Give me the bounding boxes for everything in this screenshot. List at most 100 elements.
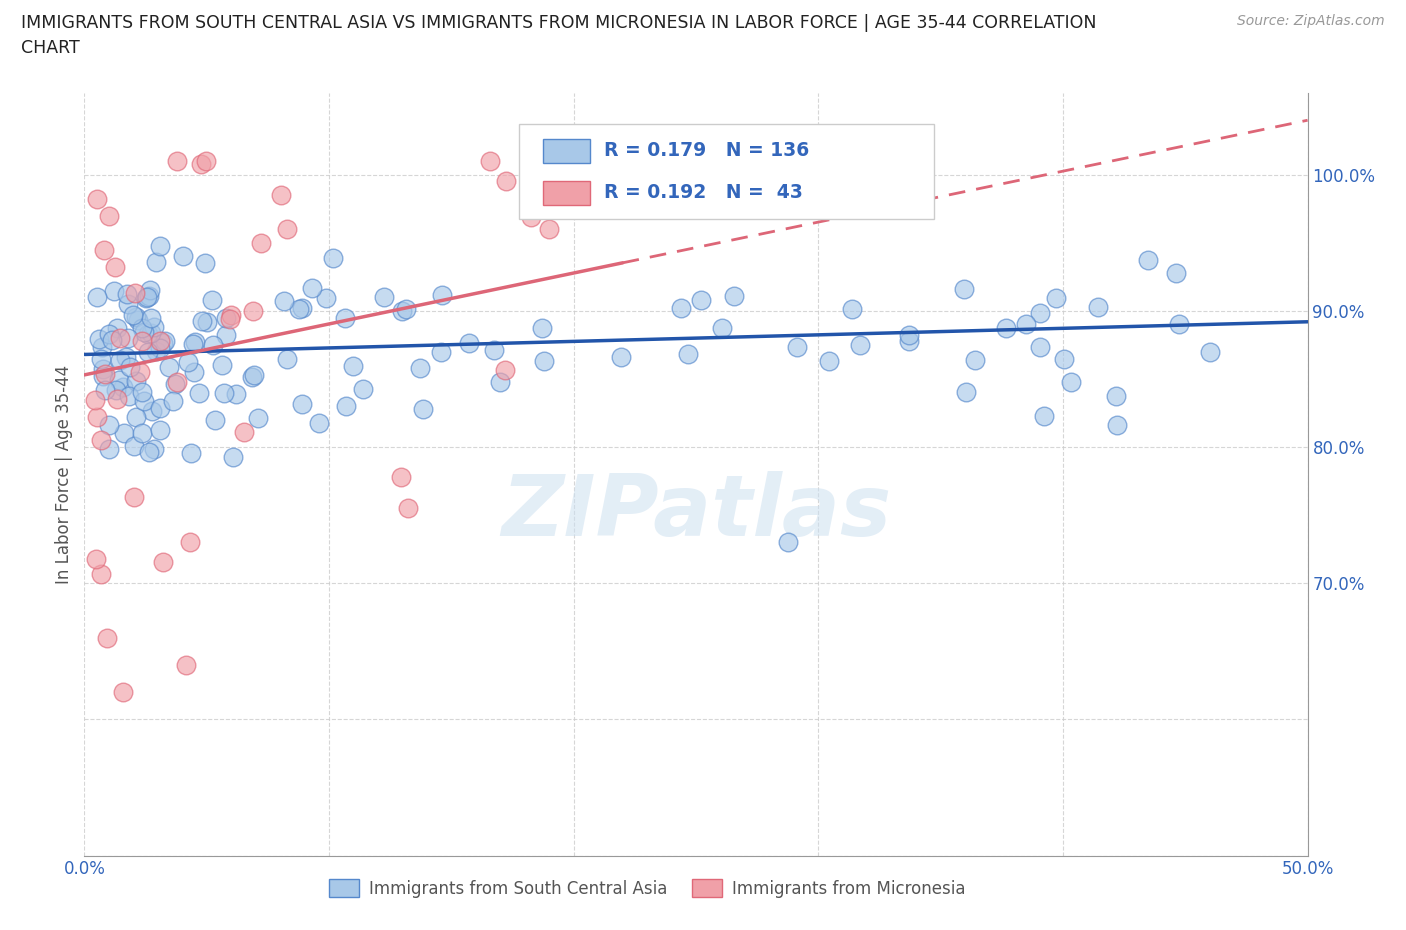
Point: [90, 433, 112, 448]
Point: [86, 289, 108, 304]
Point: [690, 292, 713, 307]
Point: [1032, 408, 1054, 423]
Point: [177, 354, 200, 369]
Point: [118, 389, 141, 404]
Point: [520, 209, 543, 224]
Point: [108, 352, 131, 367]
Point: [149, 422, 172, 437]
Point: [125, 310, 148, 325]
Point: [963, 352, 986, 367]
Point: [131, 384, 153, 399]
Point: [495, 173, 517, 188]
Point: [335, 399, 357, 414]
Point: [93, 243, 115, 258]
Point: [180, 445, 202, 460]
Text: R = 0.179   N = 136: R = 0.179 N = 136: [605, 141, 810, 161]
Point: [149, 340, 172, 355]
Point: [143, 320, 166, 335]
Point: [195, 314, 218, 329]
Point: [90, 566, 112, 581]
Point: [482, 342, 505, 357]
Point: [288, 302, 311, 317]
Point: [409, 361, 432, 376]
Point: [841, 302, 863, 317]
Point: [222, 449, 245, 464]
Point: [166, 153, 188, 168]
Point: [1052, 352, 1074, 366]
Text: IMMIGRANTS FROM SOUTH CENTRAL ASIA VS IMMIGRANTS FROM MICRONESIA IN LABOR FORCE : IMMIGRANTS FROM SOUTH CENTRAL ASIA VS IM…: [21, 14, 1097, 32]
Point: [124, 286, 146, 300]
Point: [152, 554, 174, 569]
Point: [121, 308, 143, 323]
Point: [457, 336, 479, 351]
Point: [115, 287, 138, 302]
Point: [145, 255, 167, 270]
Point: [86, 409, 108, 424]
Point: [152, 336, 174, 351]
Point: [1167, 316, 1189, 331]
Point: [315, 291, 337, 306]
Point: [90, 352, 112, 366]
Point: [153, 334, 176, 349]
Point: [141, 311, 163, 325]
Point: [149, 401, 172, 416]
Point: [1105, 418, 1128, 432]
Point: [723, 289, 745, 304]
Point: [125, 373, 148, 388]
Point: [396, 501, 419, 516]
Point: [165, 377, 187, 392]
Y-axis label: In Labor Force | Age 35-44: In Labor Force | Age 35-44: [55, 365, 73, 584]
Point: [103, 284, 125, 299]
Point: [136, 345, 159, 360]
Point: [389, 470, 412, 485]
Point: [430, 344, 453, 359]
FancyBboxPatch shape: [543, 180, 589, 206]
Text: Source: ZipAtlas.com: Source: ZipAtlas.com: [1237, 14, 1385, 28]
Point: [136, 289, 159, 304]
Point: [710, 321, 733, 336]
Point: [676, 346, 699, 361]
Point: [953, 282, 976, 297]
Point: [218, 312, 240, 326]
Point: [391, 303, 413, 318]
Point: [214, 385, 236, 400]
Point: [112, 425, 135, 440]
Point: [184, 334, 207, 349]
Point: [291, 397, 314, 412]
Point: [994, 320, 1017, 335]
Point: [214, 311, 236, 325]
Point: [1136, 253, 1159, 268]
Point: [122, 439, 145, 454]
Text: CHART: CHART: [21, 39, 80, 57]
Point: [849, 339, 872, 353]
Point: [114, 350, 136, 365]
Point: [96, 631, 118, 645]
Point: [219, 308, 242, 323]
Point: [132, 393, 155, 408]
Point: [897, 334, 920, 349]
Point: [127, 312, 149, 327]
Point: [194, 255, 217, 270]
Point: [139, 326, 162, 340]
Point: [172, 248, 194, 263]
Point: [495, 363, 517, 378]
Point: [308, 416, 330, 431]
Point: [322, 250, 344, 265]
Point: [786, 339, 808, 354]
Point: [91, 368, 114, 383]
Point: [533, 353, 555, 368]
Point: [225, 387, 247, 402]
Point: [141, 404, 163, 418]
Point: [149, 238, 172, 253]
Point: [194, 153, 217, 168]
Point: [270, 188, 292, 203]
Point: [1104, 389, 1126, 404]
Point: [190, 156, 212, 171]
Point: [149, 334, 172, 349]
Point: [105, 383, 128, 398]
Point: [94, 366, 117, 381]
Point: [124, 410, 146, 425]
Point: [103, 259, 125, 274]
Point: [342, 359, 364, 374]
Point: [108, 373, 131, 388]
